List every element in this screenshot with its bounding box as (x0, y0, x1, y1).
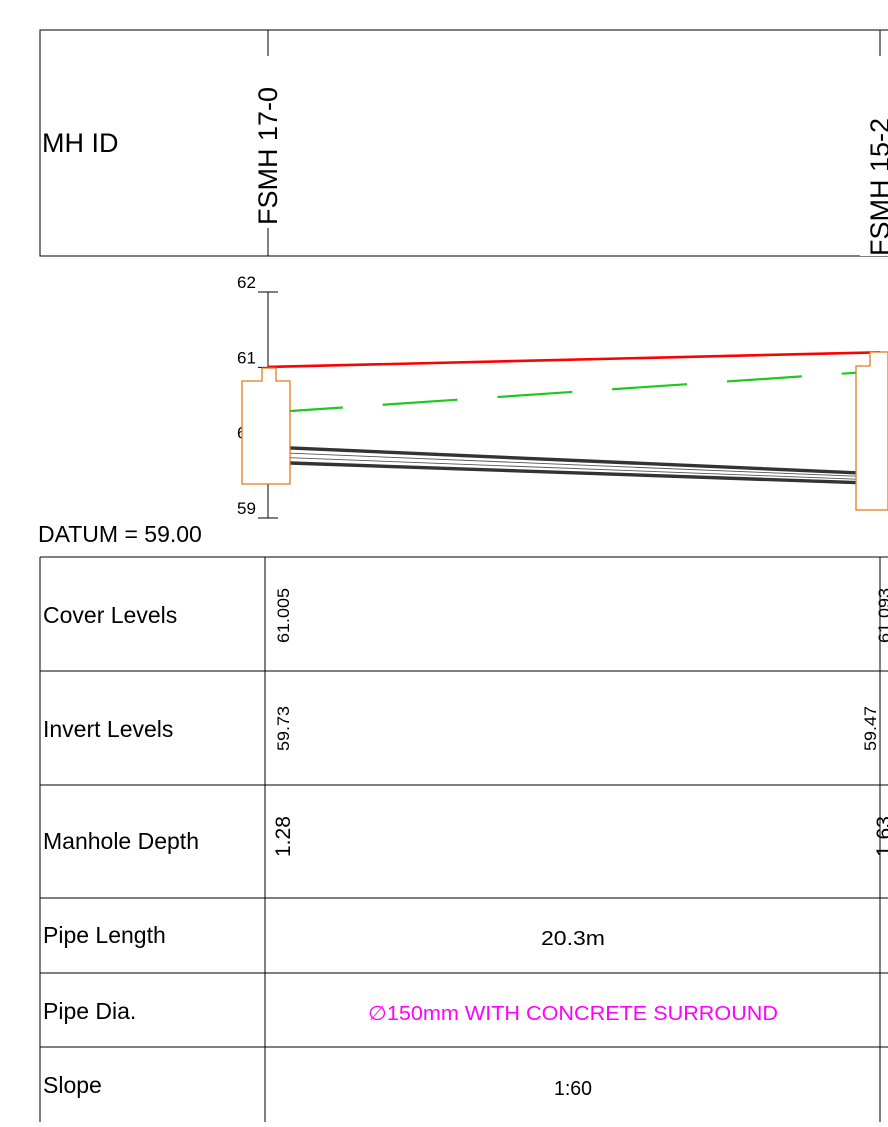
invert-level-right: 59.47 (861, 706, 880, 751)
mh-id-header: MH ID FSMH 17-0 FSMH 15-2 (39, 29, 888, 257)
datum-label: DATUM = 59.00 (38, 521, 202, 547)
ground-line (267, 350, 881, 369)
cover-level-left: 61.005 (274, 588, 293, 643)
header-frame (39, 29, 888, 257)
header-label: MH ID (42, 128, 119, 158)
row-label-cover-levels: Cover Levels (43, 602, 177, 628)
manhole-label-right: FSMH 15-2 (865, 118, 888, 256)
cover-level-right: 61.093 (875, 588, 888, 643)
axis-tick-label: 62 (237, 273, 256, 292)
manhole-depth-right: 1.63 (873, 816, 888, 857)
pipe (289, 446, 857, 485)
row-label-pipe-length: Pipe Length (43, 922, 166, 948)
data-table: Cover Levels Invert Levels Manhole Depth… (39, 556, 888, 1122)
manhole-depth-left: 1.28 (272, 816, 295, 857)
manhole-left (241, 367, 291, 485)
manhole-label-left: FSMH 17-0 (253, 87, 283, 225)
pipe-inner-top (289, 452, 857, 477)
pipe-dia-value: ∅150mm WITH CONCRETE SURROUND (368, 1003, 778, 1025)
pipe-bottom (289, 461, 857, 485)
axis-tick-label: 61 (237, 348, 256, 367)
slope-value: 1:60 (554, 1078, 592, 1100)
row-label-invert-levels: Invert Levels (43, 716, 173, 742)
row-label-pipe-dia: Pipe Dia. (43, 998, 136, 1024)
water-line (267, 370, 881, 414)
pipe-inner-bottom (289, 457, 857, 480)
pipe-length-value: 20.3m (541, 928, 605, 950)
axis-tick-label: 59 (237, 499, 256, 518)
pipe-top (289, 446, 857, 475)
profile-section: 59606162 DATUM = 59.00 (38, 273, 888, 547)
row-label-slope: Slope (43, 1072, 102, 1098)
manhole-right (855, 351, 888, 511)
invert-level-left: 59.73 (274, 706, 293, 751)
row-label-manhole-depth: Manhole Depth (43, 828, 199, 854)
